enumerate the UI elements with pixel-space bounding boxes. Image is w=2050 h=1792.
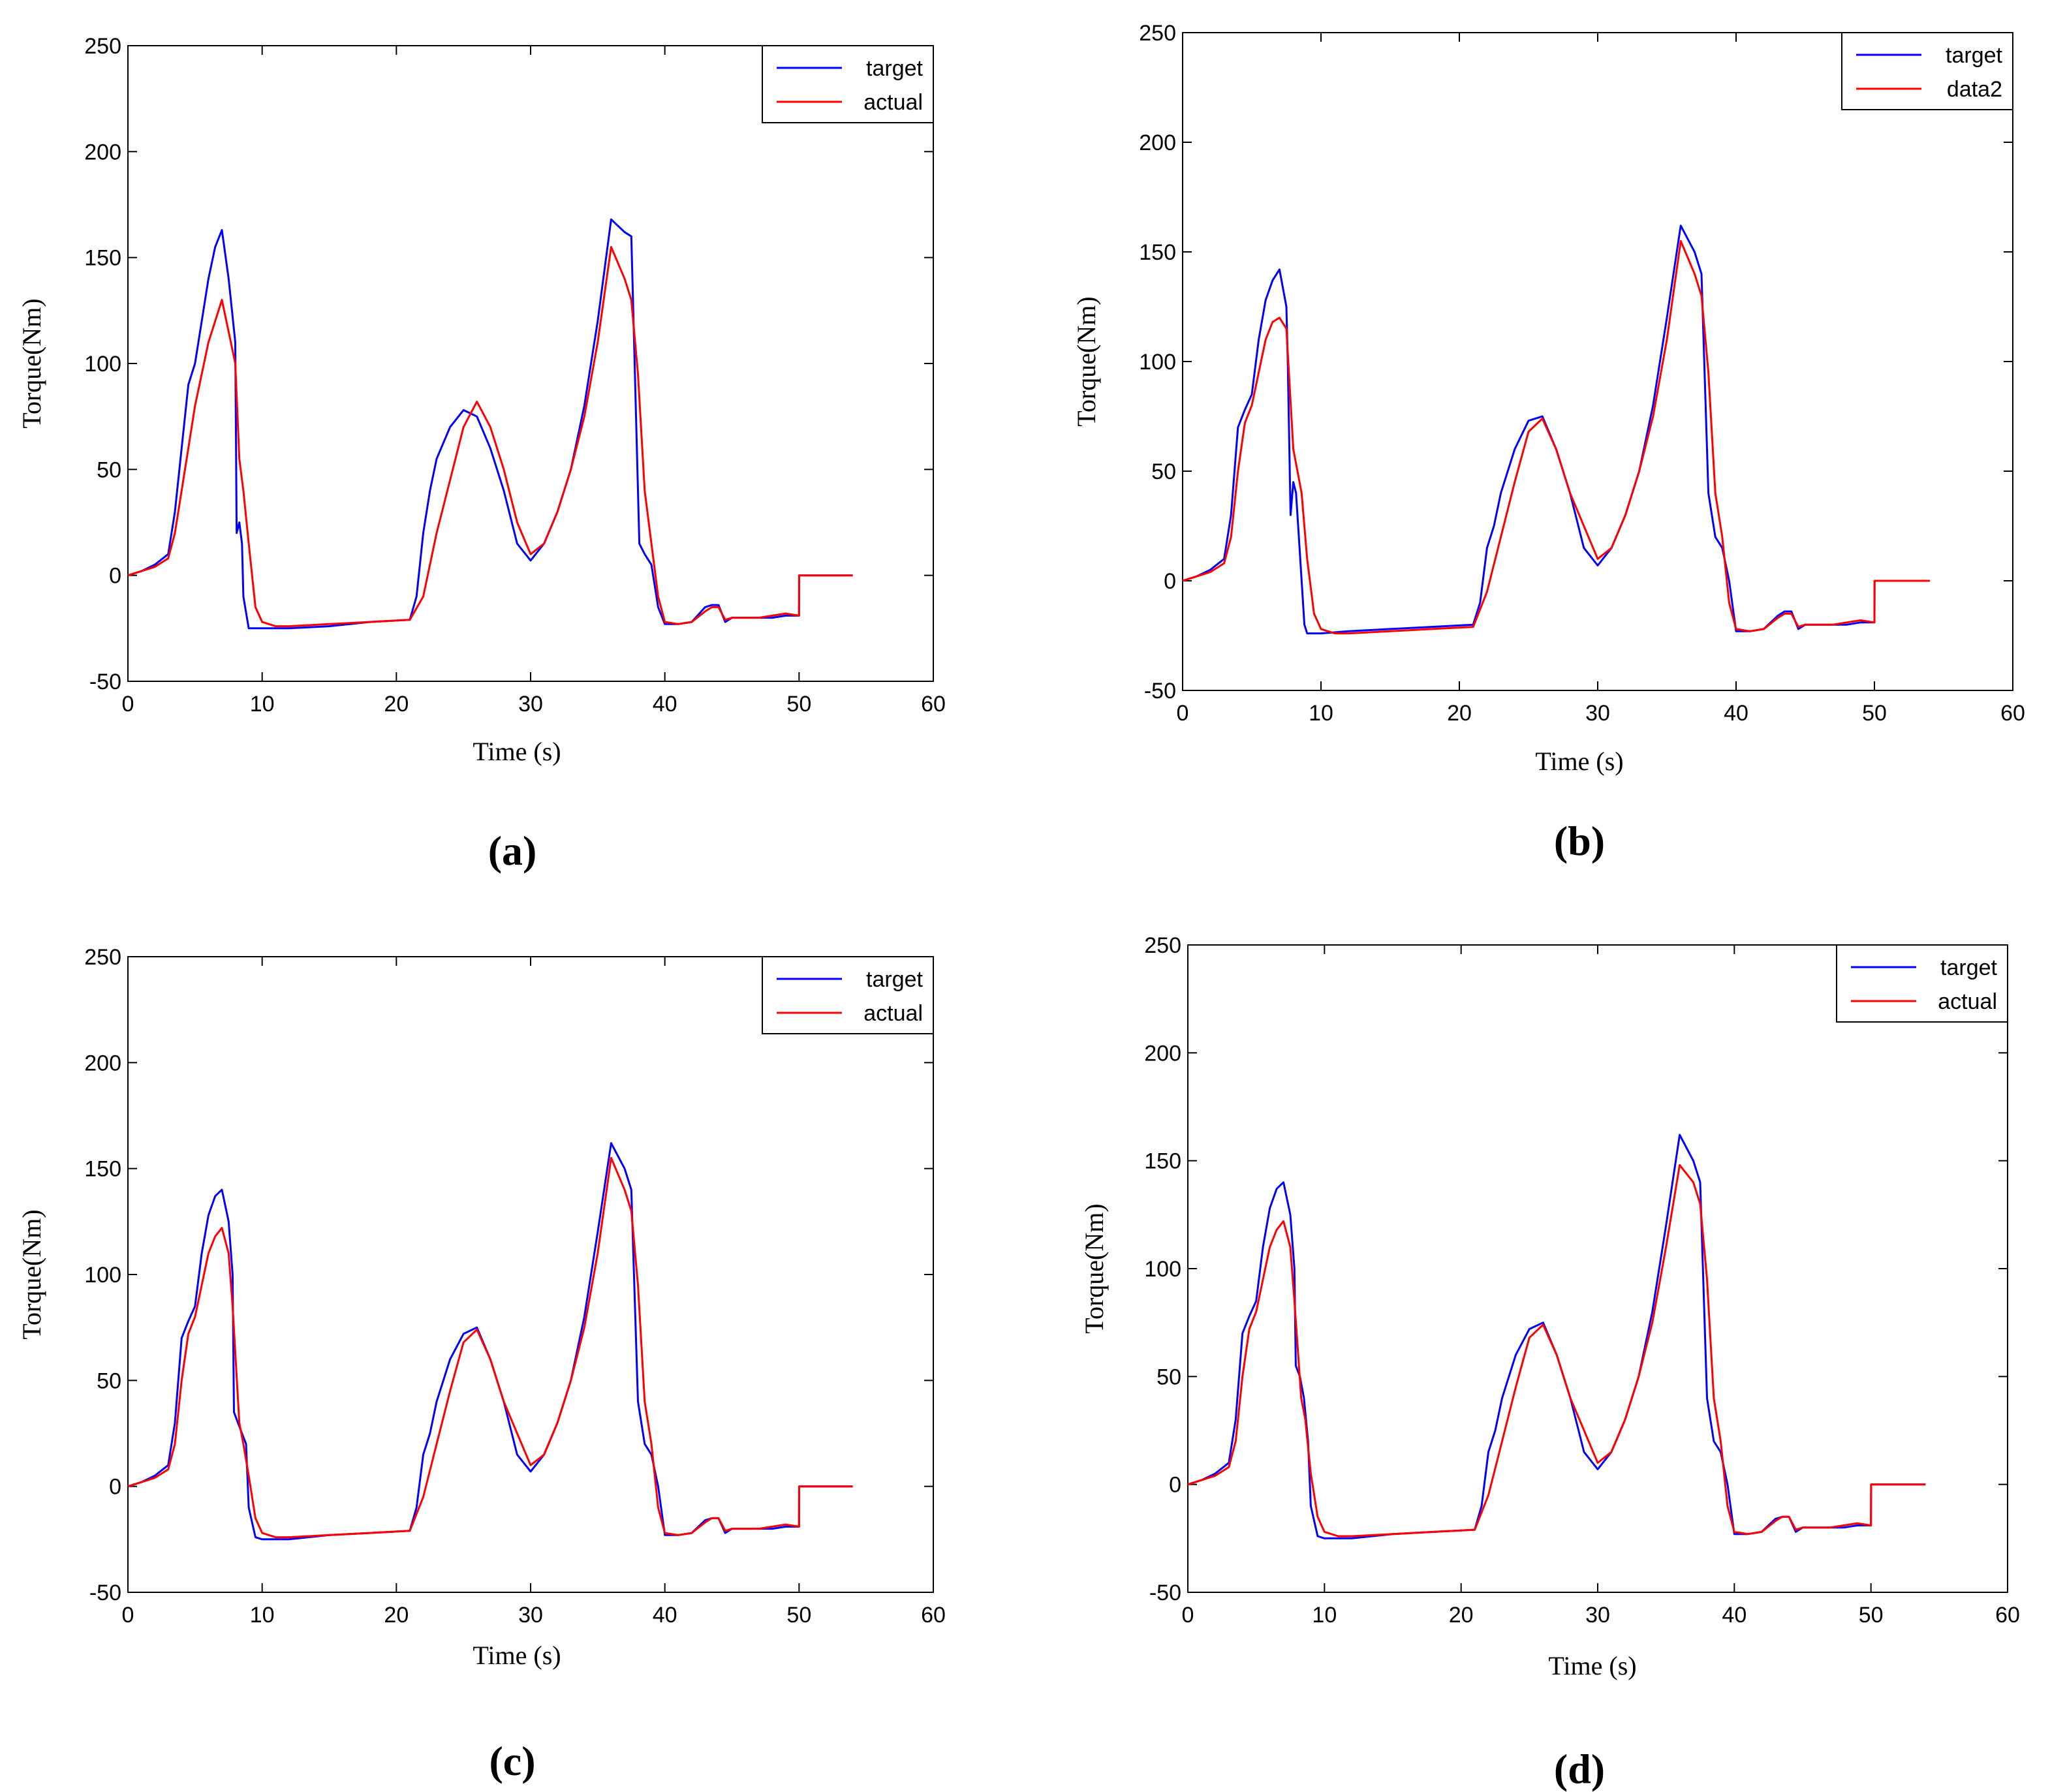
x-tick-label: 10	[1309, 701, 1333, 726]
x-axis-label: Time (s)	[473, 1641, 561, 1670]
y-tick-label: 100	[1139, 350, 1176, 375]
panel-label: (a)	[488, 827, 537, 874]
y-tick-label: 150	[84, 246, 121, 271]
y-tick-label: -50	[89, 670, 121, 694]
series-line-target	[1183, 224, 1930, 635]
x-tick-label: 40	[1722, 1603, 1747, 1628]
x-tick-label: 10	[250, 692, 275, 717]
x-tick-label: 60	[921, 1603, 946, 1628]
legend: target actual	[762, 45, 934, 123]
legend-label-data2: data2	[1947, 77, 2002, 102]
y-tick-label: 250	[84, 34, 121, 59]
legend-label-actual: actual	[863, 1001, 923, 1026]
legend: target actual	[1836, 944, 2008, 1023]
y-tick-label: 100	[84, 352, 121, 377]
legend-label-target: target	[866, 56, 923, 81]
x-tick-label: 60	[921, 692, 946, 717]
x-tick-label: 50	[786, 692, 811, 717]
x-tick-label: 20	[384, 692, 409, 717]
x-tick-label: 20	[1449, 1603, 1474, 1628]
y-axis-label: Torque(Nm)	[17, 298, 46, 428]
y-tick-label: 200	[1144, 1041, 1181, 1066]
y-tick-label: -50	[1144, 679, 1176, 703]
y-tick-label: 100	[84, 1263, 121, 1288]
y-tick-label: 0	[1169, 1473, 1181, 1498]
x-tick-label: 0	[1182, 1603, 1194, 1628]
y-tick-label: 150	[1144, 1149, 1181, 1174]
x-tick-label: 60	[2000, 701, 2025, 726]
x-tick-label: 50	[1859, 1603, 1884, 1628]
y-tick-label: 50	[97, 1368, 121, 1393]
x-tick-label: 20	[1447, 701, 1472, 726]
legend-label-actual: actual	[863, 90, 923, 115]
x-axis-label: Time (s)	[1535, 747, 1623, 776]
legend-box	[762, 45, 934, 123]
x-tick-label: 40	[1724, 701, 1748, 726]
x-tick-label: 10	[1312, 1603, 1337, 1628]
x-tick-label: 30	[518, 692, 543, 717]
y-tick-label: 250	[1144, 933, 1181, 958]
legend-box	[1836, 944, 2008, 1023]
x-tick-label: 30	[518, 1603, 543, 1628]
series-line-target	[128, 218, 853, 630]
x-axis-label: Time (s)	[1548, 1651, 1636, 1680]
x-tick-label: 50	[786, 1603, 811, 1628]
y-tick-label: 150	[84, 1157, 121, 1182]
series-line-data2	[1183, 239, 1930, 635]
panel-label: (d)	[1554, 1746, 1605, 1792]
y-tick-label: 200	[84, 140, 121, 164]
x-tick-label: 40	[653, 1603, 677, 1628]
y-tick-label: -50	[89, 1581, 121, 1605]
x-tick-label: 0	[1177, 701, 1189, 726]
legend-label-actual: actual	[1938, 989, 1997, 1014]
legend-box	[762, 956, 934, 1034]
legend: target data2	[1841, 32, 2013, 110]
y-tick-label: 0	[109, 1475, 121, 1500]
chart-panel-a: 0 10 20 30 40 50 60-50050100150200250targetact…	[17, 34, 946, 874]
y-tick-label: 50	[97, 457, 121, 482]
y-tick-label: 250	[84, 945, 121, 970]
y-axis-label: Torque(Nm)	[1072, 296, 1101, 426]
y-tick-label: 200	[84, 1051, 121, 1075]
legend: target actual	[762, 956, 934, 1034]
y-tick-label: -50	[1149, 1581, 1181, 1605]
y-tick-label: 150	[1139, 240, 1176, 265]
y-tick-label: 0	[109, 564, 121, 589]
panel-label: (c)	[489, 1738, 535, 1784]
y-tick-label: 250	[1139, 21, 1176, 46]
y-tick-label: 50	[1157, 1365, 1181, 1389]
legend-box	[1841, 32, 2013, 110]
series-line-actual	[1188, 1164, 1926, 1537]
legend-label-target: target	[1940, 955, 1997, 980]
x-tick-label: 30	[1585, 1603, 1610, 1628]
panel-label: (b)	[1554, 818, 1605, 864]
x-tick-label: 40	[653, 692, 677, 717]
x-axis-label: Time (s)	[473, 737, 561, 766]
legend-label-target: target	[1946, 43, 2002, 68]
y-tick-label: 50	[1151, 459, 1176, 484]
series-line-actual	[128, 1156, 853, 1539]
x-tick-label: 20	[384, 1603, 409, 1628]
y-tick-label: 200	[1139, 131, 1176, 155]
chart-panel-c: 0 10 20 30 40 50 60-50050100150200250targetact…	[17, 945, 946, 1784]
x-tick-label: 30	[1585, 701, 1610, 726]
x-tick-label: 60	[1995, 1603, 2020, 1628]
chart-panel-d: 0 10 20 30 40 50 60-50050100150200250targetact…	[1079, 933, 2020, 1792]
x-tick-label: 50	[1862, 701, 1887, 726]
y-axis-label: Torque(Nm)	[1079, 1203, 1109, 1333]
legend-label-target: target	[866, 967, 923, 992]
x-tick-label: 10	[250, 1603, 275, 1628]
x-tick-label: 0	[122, 692, 134, 717]
chart-panel-b: 0 10 20 30 40 50 60-50050100150200250targetdat…	[1072, 21, 2025, 864]
series-line-actual	[128, 245, 853, 628]
y-axis-label: Torque(Nm)	[17, 1209, 46, 1339]
y-tick-label: 100	[1144, 1257, 1181, 1282]
y-tick-label: 0	[1164, 569, 1176, 594]
x-tick-label: 0	[122, 1603, 134, 1628]
